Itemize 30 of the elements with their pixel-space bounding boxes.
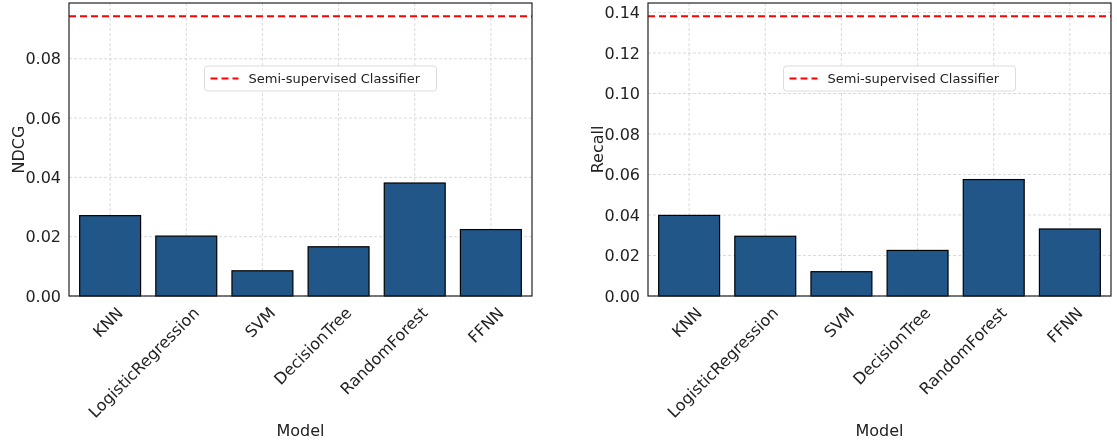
bar: [962, 178, 1025, 297]
y-tick-label: 0.00: [604, 286, 640, 306]
bar: [734, 235, 797, 297]
legend-label: Semi-supervised Classifier: [248, 71, 421, 87]
y-tick-label: 0.14: [604, 3, 640, 23]
y-tick-label: 0.00: [25, 286, 61, 306]
bar: [155, 235, 218, 297]
y-tick-label: 0.04: [604, 205, 640, 225]
y-tick-label: 0.04: [25, 167, 61, 187]
y-tick-label: 0.12: [604, 43, 640, 63]
y-tick-label: 0.06: [604, 165, 640, 185]
x-axis-title: Model: [855, 421, 904, 440]
bar: [1038, 228, 1101, 297]
bar: [810, 271, 873, 297]
bar: [231, 270, 294, 297]
bar: [79, 215, 142, 297]
bar: [886, 249, 949, 297]
y-tick-label: 0.10: [604, 84, 640, 104]
y-tick-label: 0.06: [25, 108, 61, 128]
y-tick-label: 0.02: [25, 227, 61, 247]
y-tick-label: 0.02: [604, 246, 640, 266]
legend-label: Semi-supervised Classifier: [827, 71, 1000, 87]
y-axis-title: NDCG: [9, 125, 28, 174]
y-tick-label: 0.08: [604, 124, 640, 144]
x-axis-title: Model: [276, 421, 325, 440]
bar: [383, 182, 446, 297]
bar: [658, 214, 721, 297]
y-tick-label: 0.08: [25, 49, 61, 69]
bar: [307, 246, 370, 297]
bar: [459, 228, 522, 297]
